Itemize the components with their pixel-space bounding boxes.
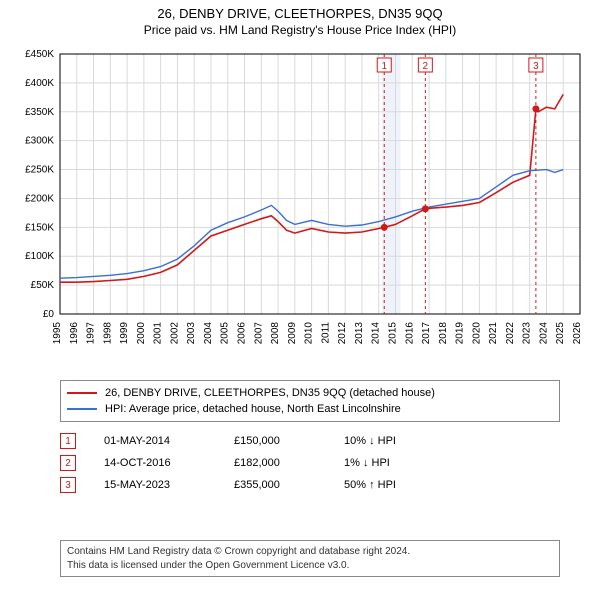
sale-date: 14-OCT-2016: [104, 457, 234, 469]
sale-hpi-diff: 10% ↓ HPI: [344, 435, 454, 447]
svg-text:3: 3: [533, 61, 539, 72]
svg-text:2010: 2010: [304, 322, 315, 345]
svg-text:£300K: £300K: [25, 136, 54, 147]
sale-marker: 1: [60, 433, 76, 449]
sale-price: £355,000: [234, 479, 344, 491]
sale-marker: 3: [60, 477, 76, 493]
svg-text:2014: 2014: [371, 322, 382, 345]
sale-date: 01-MAY-2014: [104, 435, 234, 447]
svg-text:2024: 2024: [538, 322, 549, 345]
svg-text:2017: 2017: [421, 322, 432, 345]
svg-text:2020: 2020: [471, 322, 482, 345]
svg-text:2015: 2015: [387, 322, 398, 345]
legend-row: HPI: Average price, detached house, Nort…: [67, 401, 553, 417]
svg-text:2025: 2025: [555, 322, 566, 345]
svg-text:£350K: £350K: [25, 107, 54, 118]
svg-text:2026: 2026: [572, 322, 583, 345]
svg-text:1: 1: [381, 61, 387, 72]
attribution-line2: This data is licensed under the Open Gov…: [67, 559, 553, 573]
attribution: Contains HM Land Registry data © Crown c…: [60, 540, 560, 577]
svg-text:2016: 2016: [404, 322, 415, 345]
page: 26, DENBY DRIVE, CLEETHORPES, DN35 9QQ P…: [0, 0, 600, 590]
legend: 26, DENBY DRIVE, CLEETHORPES, DN35 9QQ (…: [60, 380, 560, 422]
legend-swatch: [67, 408, 97, 410]
svg-text:2018: 2018: [438, 322, 449, 345]
svg-text:2019: 2019: [455, 322, 466, 345]
svg-text:1995: 1995: [52, 322, 63, 345]
sale-date: 15-MAY-2023: [104, 479, 234, 491]
svg-text:2012: 2012: [337, 322, 348, 345]
svg-text:£50K: £50K: [31, 280, 55, 291]
svg-text:1997: 1997: [86, 322, 97, 345]
svg-text:2023: 2023: [522, 322, 533, 345]
sale-row: 1 01-MAY-2014£150,00010% ↓ HPI: [60, 430, 560, 452]
sale-price: £182,000: [234, 457, 344, 469]
svg-text:2022: 2022: [505, 322, 516, 345]
sale-row: 3 15-MAY-2023£355,00050% ↑ HPI: [60, 474, 560, 496]
svg-text:2009: 2009: [287, 322, 298, 345]
legend-swatch: [67, 392, 97, 394]
sales-table: 1 01-MAY-2014£150,00010% ↓ HPI 2 14-OCT-201…: [60, 430, 560, 496]
sale-hpi-diff: 50% ↑ HPI: [344, 479, 454, 491]
legend-row: 26, DENBY DRIVE, CLEETHORPES, DN35 9QQ (…: [67, 385, 553, 401]
svg-text:£150K: £150K: [25, 222, 54, 233]
svg-text:2013: 2013: [354, 322, 365, 345]
legend-label: 26, DENBY DRIVE, CLEETHORPES, DN35 9QQ (…: [105, 387, 435, 399]
svg-text:1998: 1998: [102, 322, 113, 345]
svg-text:£100K: £100K: [25, 251, 54, 262]
page-title: 26, DENBY DRIVE, CLEETHORPES, DN35 9QQ: [0, 0, 600, 21]
svg-text:1996: 1996: [69, 322, 80, 345]
price-chart: £0 £50K £100K £150K £200K £250K £300K £350K £400…: [0, 42, 600, 372]
svg-text:2004: 2004: [203, 322, 214, 345]
svg-text:2003: 2003: [186, 322, 197, 345]
sale-row: 2 14-OCT-2016£182,0001% ↓ HPI: [60, 452, 560, 474]
sale-price: £150,000: [234, 435, 344, 447]
svg-text:2005: 2005: [220, 322, 231, 345]
attribution-line1: Contains HM Land Registry data © Crown c…: [67, 545, 553, 559]
chart-container: £0 £50K £100K £150K £200K £250K £300K £350K £400…: [0, 42, 600, 377]
svg-text:2011: 2011: [320, 322, 331, 344]
svg-text:2000: 2000: [136, 322, 147, 345]
svg-text:2002: 2002: [169, 322, 180, 345]
svg-text:2007: 2007: [253, 322, 264, 345]
svg-text:2006: 2006: [237, 322, 248, 345]
sale-marker: 2: [60, 455, 76, 471]
svg-text:£250K: £250K: [25, 165, 54, 176]
svg-text:2021: 2021: [488, 322, 499, 345]
svg-text:£450K: £450K: [25, 49, 54, 60]
page-subtitle: Price paid vs. HM Land Registry's House …: [0, 23, 600, 37]
legend-label: HPI: Average price, detached house, Nort…: [105, 403, 401, 415]
svg-text:1999: 1999: [119, 322, 130, 345]
svg-text:£0: £0: [43, 309, 55, 320]
svg-text:£200K: £200K: [25, 193, 54, 204]
svg-text:2001: 2001: [153, 322, 164, 345]
svg-text:2008: 2008: [270, 322, 281, 345]
svg-text:£400K: £400K: [25, 78, 54, 89]
svg-text:2: 2: [423, 61, 429, 72]
sale-hpi-diff: 1% ↓ HPI: [344, 457, 454, 469]
